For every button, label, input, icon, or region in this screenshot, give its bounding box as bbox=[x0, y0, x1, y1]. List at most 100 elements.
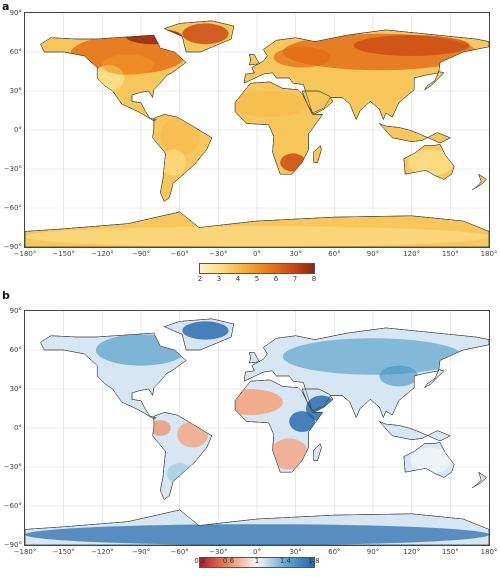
longitude-tick-label: 90° bbox=[366, 548, 380, 556]
longitude-tick-label: 120° bbox=[403, 250, 421, 258]
value-region bbox=[160, 117, 200, 156]
latitude-tick-label: −60° bbox=[3, 502, 22, 510]
value-region bbox=[160, 149, 187, 176]
coastline-australia bbox=[403, 442, 455, 478]
value-region bbox=[25, 226, 489, 247]
latitude-tick-label: 0° bbox=[14, 424, 22, 432]
latitude-tick-label: −90° bbox=[3, 541, 22, 549]
colorbar-tick-label: 8 bbox=[311, 275, 317, 283]
colorbar-tick-label: 3 bbox=[216, 275, 222, 283]
coastline-africa bbox=[234, 81, 324, 175]
world-map-a bbox=[25, 13, 489, 247]
colorbar-tick-label: 1 bbox=[254, 557, 260, 565]
coastline-greenland bbox=[163, 318, 235, 351]
longitude-tick-label: 30° bbox=[289, 250, 302, 258]
coastline-north-america bbox=[40, 34, 187, 122]
latitude-tick-label: −30° bbox=[3, 463, 22, 471]
colorbar-b bbox=[199, 557, 315, 568]
world-map-b bbox=[25, 311, 489, 545]
colorbar-tick-label: 1.8 bbox=[308, 557, 320, 565]
colorbar-tick-label: 0.6 bbox=[222, 557, 235, 565]
value-region bbox=[282, 338, 464, 375]
longitude-tick-label: −60° bbox=[170, 250, 189, 258]
longitude-tick-label: 90° bbox=[366, 250, 380, 258]
value-region bbox=[269, 438, 309, 470]
value-region bbox=[150, 420, 171, 436]
value-region bbox=[182, 321, 229, 340]
coastline-eurasia bbox=[243, 29, 489, 121]
value-region bbox=[102, 54, 154, 76]
longitude-tick-label: −150° bbox=[52, 548, 76, 556]
panel-b-label: b bbox=[2, 289, 10, 302]
coastline-antarctica bbox=[25, 509, 489, 545]
colorbar-tick-label: 5 bbox=[254, 275, 260, 283]
value-region bbox=[407, 149, 455, 176]
longitude-tick-label: 60° bbox=[328, 250, 341, 258]
coastline-africa bbox=[234, 379, 324, 473]
coastline-south-america bbox=[152, 114, 213, 202]
longitude-tick-label: 0° bbox=[253, 250, 261, 258]
latitude-tick-label: 30° bbox=[9, 87, 22, 95]
longitude-tick-label: −150° bbox=[52, 250, 76, 258]
coastline-japan bbox=[424, 369, 445, 388]
latitude-tick-label: 60° bbox=[9, 48, 22, 56]
longitude-tick-label: −90° bbox=[131, 548, 151, 556]
coastline-eurasia bbox=[243, 327, 489, 419]
longitude-tick-label: 180° bbox=[480, 548, 498, 556]
value-region bbox=[25, 524, 489, 545]
value-region bbox=[70, 35, 187, 75]
latitude-tick-label: 90° bbox=[9, 9, 22, 17]
longitude-tick-label: −30° bbox=[209, 548, 228, 556]
longitude-tick-label: 60° bbox=[328, 548, 341, 556]
coastline-australia bbox=[403, 144, 455, 180]
longitude-tick-label: 150° bbox=[441, 548, 459, 556]
coastline-south-america bbox=[152, 412, 213, 500]
latitude-tick-label: −90° bbox=[3, 243, 22, 251]
coastline-arabia bbox=[301, 388, 334, 413]
value-region bbox=[353, 35, 470, 56]
value-region bbox=[231, 91, 309, 117]
value-region bbox=[410, 447, 452, 474]
coastline-uk bbox=[248, 352, 261, 364]
colorbar-a bbox=[199, 263, 315, 274]
coastline-madagascar bbox=[313, 145, 322, 163]
panel-a-label: a bbox=[2, 0, 10, 13]
longitude-tick-label: 180° bbox=[480, 250, 498, 258]
coastline-indonesia bbox=[379, 421, 451, 442]
longitude-tick-label: −90° bbox=[131, 250, 151, 258]
coastline-madagascar bbox=[313, 443, 322, 461]
coastline-arabia bbox=[301, 90, 334, 115]
longitude-tick-label: −60° bbox=[170, 548, 189, 556]
latitude-tick-label: 90° bbox=[9, 307, 22, 315]
coastline-new-zealand bbox=[472, 471, 487, 489]
coastline-indonesia bbox=[379, 123, 451, 144]
value-region bbox=[273, 46, 331, 68]
coastline-greenland bbox=[163, 20, 235, 53]
latitude-tick-label: −30° bbox=[3, 165, 22, 173]
longitude-tick-label: −120° bbox=[90, 548, 114, 556]
longitude-tick-label: −30° bbox=[209, 250, 228, 258]
latitude-tick-label: 0° bbox=[14, 126, 22, 134]
map-panel-b bbox=[24, 310, 490, 546]
longitude-tick-label: 0° bbox=[253, 548, 261, 556]
coastline-antarctica bbox=[25, 211, 489, 247]
longitude-tick-label: −180° bbox=[13, 250, 37, 258]
value-region bbox=[289, 411, 315, 432]
coastline-uk bbox=[248, 54, 261, 66]
colorbar-tick-label: 7 bbox=[292, 275, 298, 283]
coastline-north-america bbox=[40, 332, 187, 420]
coastline-japan bbox=[424, 71, 445, 90]
coastline-new-zealand bbox=[472, 173, 487, 191]
longitude-tick-label: 150° bbox=[441, 250, 459, 258]
longitude-tick-label: 30° bbox=[289, 548, 302, 556]
map-panel-a bbox=[24, 12, 490, 248]
colorbar-tick-label: 6 bbox=[273, 275, 279, 283]
latitude-tick-label: 60° bbox=[9, 346, 22, 354]
value-region bbox=[182, 23, 229, 45]
longitude-tick-label: 120° bbox=[403, 548, 421, 556]
latitude-tick-label: −60° bbox=[3, 204, 22, 212]
colorbar-tick-label: 2 bbox=[197, 275, 203, 283]
latitude-tick-label: 30° bbox=[9, 385, 22, 393]
longitude-tick-label: −120° bbox=[90, 250, 114, 258]
value-region bbox=[379, 365, 419, 387]
